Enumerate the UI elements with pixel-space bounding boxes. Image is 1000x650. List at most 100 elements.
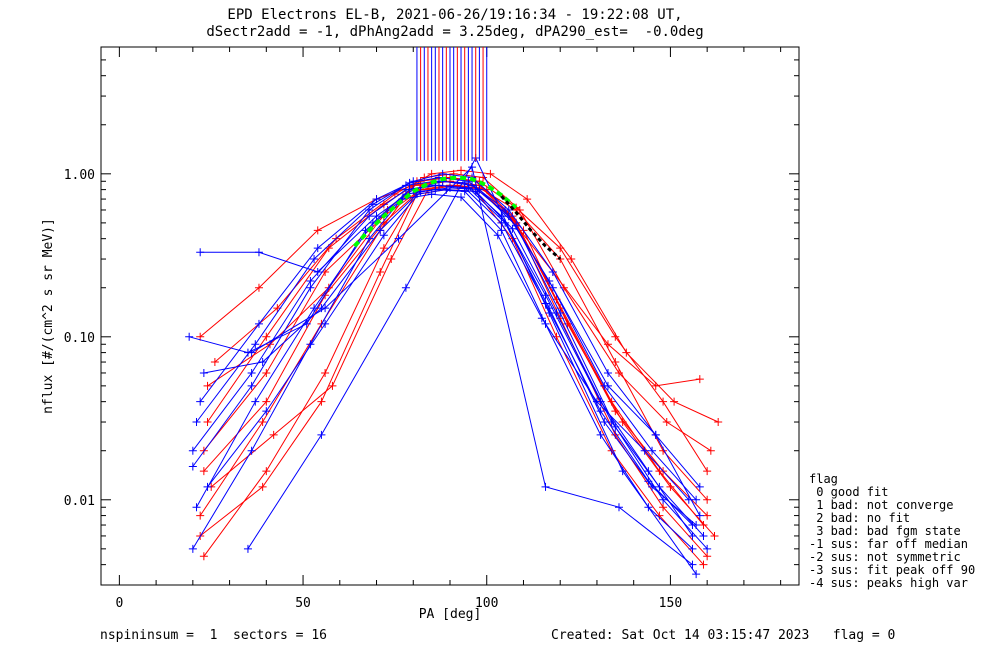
data-point [699, 560, 708, 569]
data-point [545, 276, 554, 285]
data-point [493, 231, 502, 240]
data-point [247, 446, 256, 455]
data-point [210, 358, 219, 367]
series-line [196, 176, 697, 501]
data-point [321, 304, 330, 313]
data-point [313, 267, 322, 276]
data-point [556, 255, 565, 264]
fit-curve-black [500, 195, 562, 261]
data-point [695, 482, 704, 491]
data-point [548, 267, 557, 276]
data-point [556, 308, 565, 317]
legend-title: flag [809, 472, 838, 486]
data-point [401, 185, 410, 194]
data-point [567, 255, 576, 264]
data-point [438, 169, 447, 178]
data-point [185, 332, 194, 341]
data-point [457, 193, 466, 202]
data-point [196, 248, 205, 257]
data-point [457, 166, 466, 175]
data-point [262, 332, 271, 341]
series-line [207, 173, 712, 452]
data-point [317, 397, 326, 406]
data-point [688, 544, 697, 553]
data-point [258, 358, 267, 367]
data-point [313, 244, 322, 253]
x-tick-label: 50 [295, 596, 311, 611]
data-point [376, 226, 385, 235]
data-point [365, 212, 374, 221]
data-point [692, 570, 701, 579]
flag-legend: flag 0 good fit 1 bad: not converge 2 ba… [809, 473, 975, 590]
legend-item: 1 bad: not converge [809, 498, 954, 512]
legend-item: 3 bad: bad fgm state [809, 524, 961, 538]
data-point [310, 255, 319, 264]
data-point [247, 381, 256, 390]
data-point [464, 177, 473, 186]
axis-tick-labels: 0 50 100 150 0.01 0.10 1.00 [64, 168, 682, 611]
data-point [254, 319, 263, 328]
data-point [688, 521, 697, 530]
data-point [618, 418, 627, 427]
data-point [603, 368, 612, 377]
data-point [306, 340, 315, 349]
data-point [196, 397, 205, 406]
data-point [695, 375, 704, 384]
data-point [394, 234, 403, 243]
data-point [692, 495, 701, 504]
data-point [188, 462, 197, 471]
data-point [317, 430, 326, 439]
data-point [695, 511, 704, 520]
data-point [269, 430, 278, 439]
data-point [247, 368, 256, 377]
x-tick-label: 0 [115, 596, 123, 611]
data-point [409, 177, 418, 186]
data-point [192, 503, 201, 512]
data-point [262, 467, 271, 476]
series-layer [185, 154, 723, 579]
data-point [379, 244, 388, 253]
series-line [199, 173, 701, 488]
data-point [199, 368, 208, 377]
data-point [648, 446, 657, 455]
series-line [192, 180, 693, 537]
data-point [196, 511, 205, 520]
data-point [710, 531, 719, 540]
data-point [251, 340, 260, 349]
data-point [479, 173, 488, 182]
series-line [207, 187, 708, 550]
data-point [497, 212, 506, 221]
data-point [372, 212, 381, 221]
data-point [600, 418, 609, 427]
legend-item: -4 sus: peaks high var [809, 576, 968, 590]
data-point [328, 381, 337, 390]
data-point [670, 397, 679, 406]
data-point [541, 482, 550, 491]
data-point [262, 368, 271, 377]
data-point [203, 482, 212, 491]
data-point [699, 531, 708, 540]
data-point [497, 218, 506, 227]
series-line [199, 180, 700, 387]
data-point [401, 283, 410, 292]
data-point [611, 422, 620, 431]
data-point [199, 467, 208, 476]
series-line [189, 193, 690, 501]
fit-layer [353, 175, 562, 261]
data-point [313, 226, 322, 235]
data-point [262, 407, 271, 416]
series-line [210, 184, 715, 537]
x-tick-label: 100 [475, 596, 498, 611]
data-point [706, 446, 715, 455]
data-point [471, 187, 480, 196]
legend-item: -2 sus: not symmetric [809, 550, 961, 564]
spike-layer [416, 47, 488, 161]
data-point [659, 397, 668, 406]
data-point [504, 205, 513, 214]
data-point [497, 226, 506, 235]
data-point [659, 503, 668, 512]
data-point [251, 397, 260, 406]
data-point [243, 544, 252, 553]
series-line [214, 169, 719, 423]
